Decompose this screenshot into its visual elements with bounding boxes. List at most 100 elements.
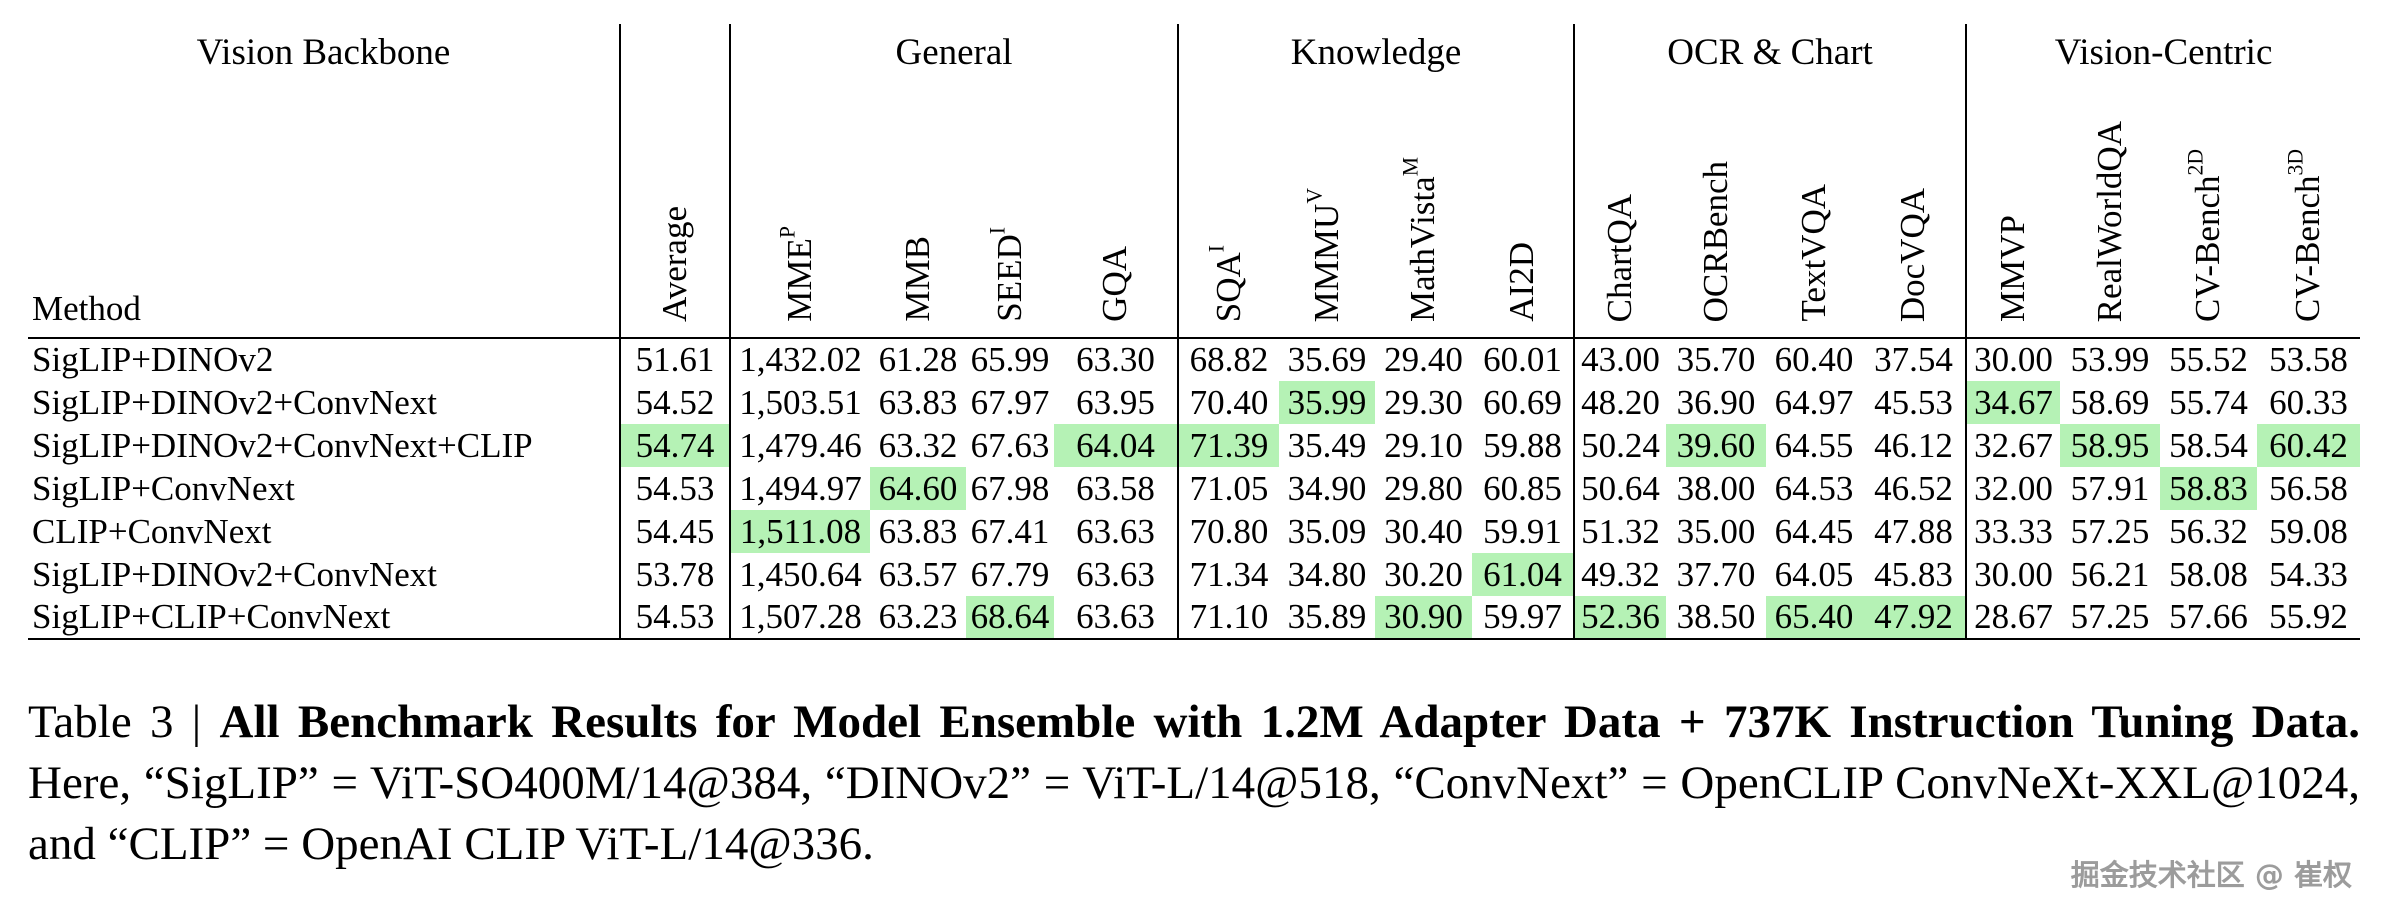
value-cell: 58.95: [2060, 424, 2161, 467]
caption-text: Here, “SigLIP” = ViT-SO400M/14@384, “DIN…: [28, 757, 2360, 871]
value-cell: 35.99: [1279, 381, 1376, 424]
col-header-ocrbench: OCRBench: [1666, 80, 1767, 339]
value-cell: 53.58: [2269, 340, 2348, 379]
value-cell: 49.32: [1573, 553, 1667, 596]
value-cell: 70.80: [1177, 510, 1280, 553]
col-label: CV-Bench: [2288, 175, 2328, 322]
value-cell: 32.00: [1965, 467, 2061, 510]
col-label: MME: [780, 238, 820, 322]
method-cell: SigLIP+DINOv2+ConvNext: [32, 382, 438, 422]
value-cell: 30.00: [1965, 338, 2061, 381]
method-cell: SigLIP+ConvNext: [32, 468, 295, 508]
value-cell: 64.55: [1774, 425, 1854, 465]
col-label: RealWorldQA: [2089, 120, 2129, 322]
value-cell: 1,450.64: [729, 553, 870, 596]
value-cell: 35.70: [1676, 340, 1756, 379]
table-row: SigLIP+DINOv2 51.61 1,432.02 61.28 65.99 63.3…: [28, 338, 2360, 381]
value-cell: 54.33: [2269, 554, 2348, 594]
value-cell: 56.21: [2070, 554, 2150, 594]
col-header-mmb: MMB: [870, 80, 966, 339]
table-body: SigLIP+DINOv2 51.61 1,432.02 61.28 65.99 63.3…: [28, 338, 2361, 640]
value-cell: 61.04: [1472, 553, 1575, 596]
value-cell: 71.05: [1177, 467, 1280, 510]
col-header-ai2d: AI2D: [1472, 80, 1575, 339]
value-cell: 64.53: [1774, 468, 1854, 508]
value-cell: 57.91: [2070, 468, 2150, 508]
value-cell: 60.69: [1483, 382, 1562, 422]
value-cell: 63.63: [1076, 511, 1155, 551]
value-cell: 30.20: [1384, 554, 1463, 594]
value-cell: 60.40: [1774, 340, 1854, 379]
value-cell: 56.32: [2169, 511, 2248, 551]
col-sup: I: [984, 227, 1009, 235]
col-label: MathVista: [1403, 176, 1443, 322]
value-cell: 37.70: [1676, 554, 1756, 594]
col-header-mmvp: MMVP: [1965, 80, 2061, 339]
value-cell: 1,479.46: [729, 424, 870, 467]
caption-prefix: Table 3 |: [28, 696, 220, 748]
value-cell: 60.42: [2257, 424, 2361, 467]
value-cell: 64.05: [1774, 554, 1854, 594]
value-cell: 54.52: [619, 381, 730, 424]
value-cell: 36.90: [1676, 382, 1756, 422]
col-sup: V: [1302, 187, 1326, 204]
value-cell: 59.97: [1472, 596, 1575, 640]
watermark: 掘金技术社区 @ 崔权: [2070, 858, 2352, 892]
value-cell: 34.90: [1287, 468, 1367, 508]
table-row: SigLIP+ConvNext 54.53 1,494.97 64.60 67.98 63…: [28, 467, 2360, 510]
value-cell: 30.40: [1384, 511, 1463, 551]
value-cell: 46.52: [1874, 468, 1953, 508]
value-cell: 64.04: [1054, 424, 1179, 467]
value-cell: 34.80: [1287, 554, 1367, 594]
col-header-gqa: GQA: [1054, 80, 1179, 339]
value-cell: 39.60: [1666, 424, 1767, 467]
col-header-average: Average: [619, 80, 730, 339]
value-cell: 30.90: [1375, 596, 1473, 640]
col-header-mmmu: MMMUV: [1279, 80, 1376, 339]
value-cell: 67.98: [970, 468, 1050, 508]
col-label: ChartQA: [1600, 193, 1640, 322]
group-knowledge: Knowledge: [1177, 24, 1575, 80]
value-cell: 54.53: [619, 596, 730, 640]
group-ocr-chart: OCR & Chart: [1573, 24, 1967, 80]
value-cell: 50.24: [1573, 424, 1667, 467]
value-cell: 47.88: [1874, 511, 1953, 551]
value-cell: 60.01: [1483, 340, 1562, 379]
value-cell: 53.78: [619, 553, 730, 596]
col-label: MMB: [897, 236, 937, 322]
value-cell: 29.80: [1384, 468, 1463, 508]
value-cell: 54.45: [619, 510, 730, 553]
value-cell: 64.60: [870, 467, 966, 510]
col-label: TextVQA: [1793, 184, 1833, 322]
value-cell: 29.40: [1384, 340, 1463, 379]
value-cell: 55.52: [2169, 340, 2248, 379]
benchmark-table: Vision Backbone General Knowledge OCR & …: [28, 24, 2361, 640]
value-cell: 63.63: [1054, 596, 1179, 640]
value-cell: 59.91: [1483, 511, 1562, 551]
col-label: GQA: [1095, 246, 1135, 322]
value-cell: 29.30: [1384, 382, 1463, 422]
value-cell: 65.40: [1766, 596, 1863, 640]
method-cell: SigLIP+DINOv2: [32, 340, 274, 379]
group-average-spacer: [619, 24, 730, 80]
col-header-chartqa: ChartQA: [1573, 80, 1667, 339]
col-label: CV-Bench: [2188, 175, 2228, 322]
table-caption: Table 3 | All Benchmark Results for Mode…: [28, 692, 2360, 875]
group-general: General: [728, 24, 1179, 80]
col-sup: M: [1398, 157, 1423, 177]
value-cell: 68.64: [966, 596, 1054, 640]
table-row: SigLIP+DINOv2+ConvNext 53.78 1,450.64 63.57…: [28, 553, 2360, 596]
value-cell: 54.53: [619, 467, 730, 510]
value-cell: 71.34: [1177, 553, 1280, 596]
value-cell: 37.54: [1874, 340, 1953, 379]
value-cell: 63.95: [1076, 382, 1155, 422]
value-cell: 57.66: [2160, 596, 2258, 640]
col-header-textvqa: TextVQA: [1766, 80, 1863, 339]
value-cell: 58.54: [2169, 425, 2248, 465]
col-label: Average: [654, 206, 694, 322]
value-cell: 57.25: [2070, 511, 2150, 551]
value-cell: 67.41: [970, 511, 1050, 551]
value-cell: 54.74: [619, 424, 730, 467]
col-header-mathvista: MathVistaM: [1375, 80, 1473, 339]
value-cell: 63.83: [878, 511, 958, 551]
